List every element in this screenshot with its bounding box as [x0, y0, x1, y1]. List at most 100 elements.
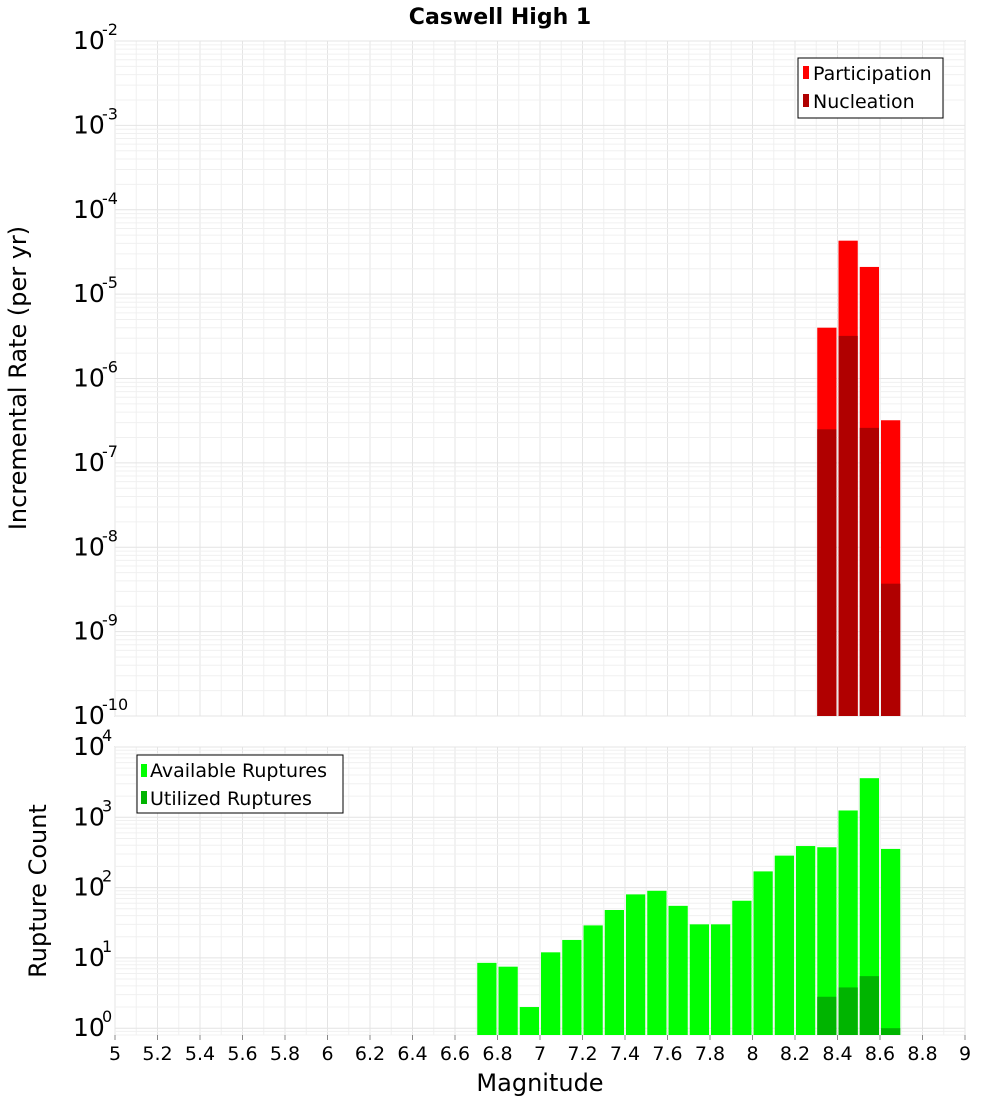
bottom-bar-available-ruptures [477, 962, 497, 1035]
bottom-bar-available-ruptures [796, 846, 816, 1035]
top-y-tick-label: 10 [73, 617, 105, 646]
x-tick-label: 6 [321, 1043, 333, 1065]
x-tick-label: 7.2 [567, 1043, 597, 1065]
bottom-bar-available-ruptures [732, 900, 752, 1035]
x-tick-label: 5.2 [142, 1043, 172, 1065]
bottom-y-tick-label: 10 [73, 732, 105, 761]
bottom-y-tick-exponent: 2 [102, 867, 112, 886]
bottom-y-tick-label: 10 [73, 873, 105, 902]
bottom-y-tick-label: 10 [73, 1013, 105, 1042]
bottom-bar-available-ruptures [774, 855, 794, 1035]
bottom-bar-utilized-ruptures [838, 987, 858, 1035]
bottom-bar-utilized-ruptures [859, 976, 879, 1035]
top-bar-nucleation [881, 583, 901, 716]
x-tick-label: 5.4 [185, 1043, 215, 1065]
top-y-tick-label: 10 [73, 26, 105, 55]
bottom-grid [114, 746, 966, 1036]
x-tick-label: 8.6 [865, 1043, 895, 1065]
top-bar-nucleation [859, 427, 879, 716]
top-bar-nucleation [817, 429, 837, 716]
x-tick-label: 7.4 [610, 1043, 640, 1065]
top-y-tick-label: 10 [73, 279, 105, 308]
top-grid [114, 40, 966, 717]
bottom-y-tick-label: 10 [73, 943, 105, 972]
bottom-bar-available-ruptures [604, 910, 624, 1035]
bottom-y-tick-exponent: 0 [102, 1007, 112, 1026]
x-tick-label: 8.2 [780, 1043, 810, 1065]
bottom-y-tick-exponent: 1 [102, 937, 112, 956]
bottom-y-axis-label: Rupture Count [24, 804, 52, 978]
top-y-tick-exponent: -10 [102, 695, 128, 714]
top-y-tick-label: 10 [73, 195, 105, 224]
bottom-bar-available-ruptures [519, 1007, 539, 1035]
x-tick-label: 8.8 [907, 1043, 937, 1065]
x-tick-label: 8 [746, 1043, 758, 1065]
x-ticks: 5 5.2 5.4 5.6 5.8 6 6.2 6.4 6.6 6.8 7 7.2 7.4 7.6 7.8 8… [109, 1035, 971, 1065]
bottom-bar-available-ruptures [498, 966, 518, 1035]
bottom-bar-utilized-ruptures [817, 996, 837, 1035]
x-tick-label: 6.4 [397, 1043, 427, 1065]
bottom-bar-available-ruptures [541, 952, 561, 1035]
bottom-legend: Available Ruptures Utilized Ruptures [136, 754, 344, 814]
top-y-tick-label: 10 [73, 532, 105, 561]
bottom-legend-box [136, 754, 344, 814]
bottom-bar-available-ruptures [689, 924, 709, 1035]
bottom-bar-available-ruptures [583, 925, 603, 1035]
legend-swatch-utilized-ruptures [141, 791, 147, 804]
bottom-bar-available-ruptures [647, 890, 667, 1035]
legend-label-nucleation: Nucleation [813, 91, 915, 113]
x-tick-label: 5 [109, 1043, 121, 1065]
top-bars [817, 240, 901, 717]
x-tick-label: 6.8 [482, 1043, 512, 1065]
top-y-tick-label: 10 [73, 448, 105, 477]
top-y-tick-exponent: -7 [102, 442, 118, 461]
bottom-y-tick-label: 10 [73, 802, 105, 831]
top-y-tick-label: 10 [73, 701, 105, 730]
bottom-bar-available-ruptures [626, 894, 646, 1035]
x-tick-label: 6.6 [440, 1043, 470, 1065]
x-tick-label: 6.2 [355, 1043, 385, 1065]
top-y-tick-exponent: -6 [102, 358, 118, 377]
top-y-tick-exponent: -9 [102, 611, 118, 630]
x-tick-label: 8.4 [822, 1043, 852, 1065]
top-legend: Participation Nucleation [797, 57, 944, 119]
top-bar-nucleation [838, 335, 858, 716]
top-y-axis-label: Incremental Rate (per yr) [4, 226, 32, 530]
bottom-y-tick-exponent: 4 [102, 726, 112, 745]
top-y-tick-exponent: -2 [102, 20, 118, 39]
bottom-bar-available-ruptures [881, 848, 901, 1035]
x-tick-label: 7.6 [652, 1043, 682, 1065]
chart-title: Caswell High 1 [409, 5, 591, 30]
legend-swatch-nucleation [803, 94, 809, 107]
x-tick-label: 7.8 [695, 1043, 725, 1065]
x-tick-label: 9 [959, 1043, 971, 1065]
top-y-tick-label: 10 [73, 110, 105, 139]
top-y-tick-exponent: -5 [102, 273, 118, 292]
bottom-y-tick-exponent: 3 [102, 796, 112, 815]
legend-label-utilized-ruptures: Utilized Ruptures [150, 788, 312, 810]
bottom-bar-available-ruptures [562, 939, 582, 1035]
bottom-bar-available-ruptures [753, 871, 773, 1035]
top-y-tick-exponent: -3 [102, 104, 118, 123]
legend-swatch-participation [803, 66, 809, 79]
legend-swatch-available-ruptures [141, 764, 147, 777]
x-tick-label: 7 [534, 1043, 546, 1065]
bottom-bar-available-ruptures [859, 778, 879, 1035]
x-axis-label: Magnitude [476, 1069, 603, 1097]
bottom-bar-available-ruptures [817, 847, 837, 1035]
bottom-bar-available-ruptures [711, 924, 731, 1035]
top-y-tick-exponent: -4 [102, 189, 118, 208]
bottom-bar-available-ruptures [838, 810, 858, 1035]
x-tick-label: 5.6 [227, 1043, 257, 1065]
legend-label-participation: Participation [813, 63, 932, 85]
bottom-bars [477, 778, 901, 1035]
bottom-bar-utilized-ruptures [881, 1028, 901, 1035]
top-y-tick-exponent: -8 [102, 526, 118, 545]
top-y-tick-label: 10 [73, 364, 105, 393]
bottom-bar-available-ruptures [668, 905, 688, 1035]
